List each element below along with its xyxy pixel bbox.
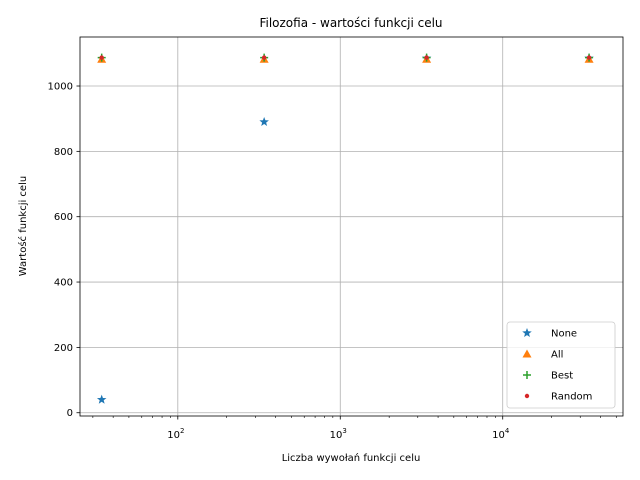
x-tick-label: 104 xyxy=(492,427,510,441)
y-tick-label: 600 xyxy=(54,212,73,223)
legend-marker-none xyxy=(522,328,532,338)
data-points xyxy=(96,53,594,404)
point-none xyxy=(96,394,107,404)
legend-label-all: All xyxy=(551,350,563,361)
point-random xyxy=(424,55,429,60)
legend-label-best: Best xyxy=(551,371,573,382)
grid xyxy=(80,37,623,416)
legend-marker-all xyxy=(522,349,532,358)
point-random xyxy=(586,55,592,60)
y-axis-label: Wartość funkcji celu xyxy=(17,176,29,276)
y-tick-label: 800 xyxy=(54,147,73,158)
y-tick-label: 400 xyxy=(54,278,73,289)
x-tick-label: 102 xyxy=(167,427,184,441)
plot-frame xyxy=(79,36,624,417)
point-random xyxy=(99,55,104,60)
legend: None All Best Random xyxy=(506,321,616,409)
axis-ticks: 102 103 104 0 200 400 600 800 1000 xyxy=(48,82,617,441)
point-none xyxy=(259,116,269,126)
x-tick-label: 103 xyxy=(330,427,347,441)
y-tick-label: 200 xyxy=(54,343,73,354)
chart-title: Filozofia - wartości funkcji celu xyxy=(259,16,442,30)
point-random xyxy=(261,55,267,60)
legend-label-random: Random xyxy=(551,392,592,403)
y-tick-label: 1000 xyxy=(48,82,73,93)
x-axis-label: Liczba wywołań funkcji celu xyxy=(282,452,421,464)
y-tick-label: 0 xyxy=(67,408,73,419)
legend-marker-best xyxy=(523,371,531,379)
legend-label-none: None xyxy=(551,329,577,340)
legend-box xyxy=(506,321,616,409)
legend-marker-random xyxy=(524,393,530,399)
